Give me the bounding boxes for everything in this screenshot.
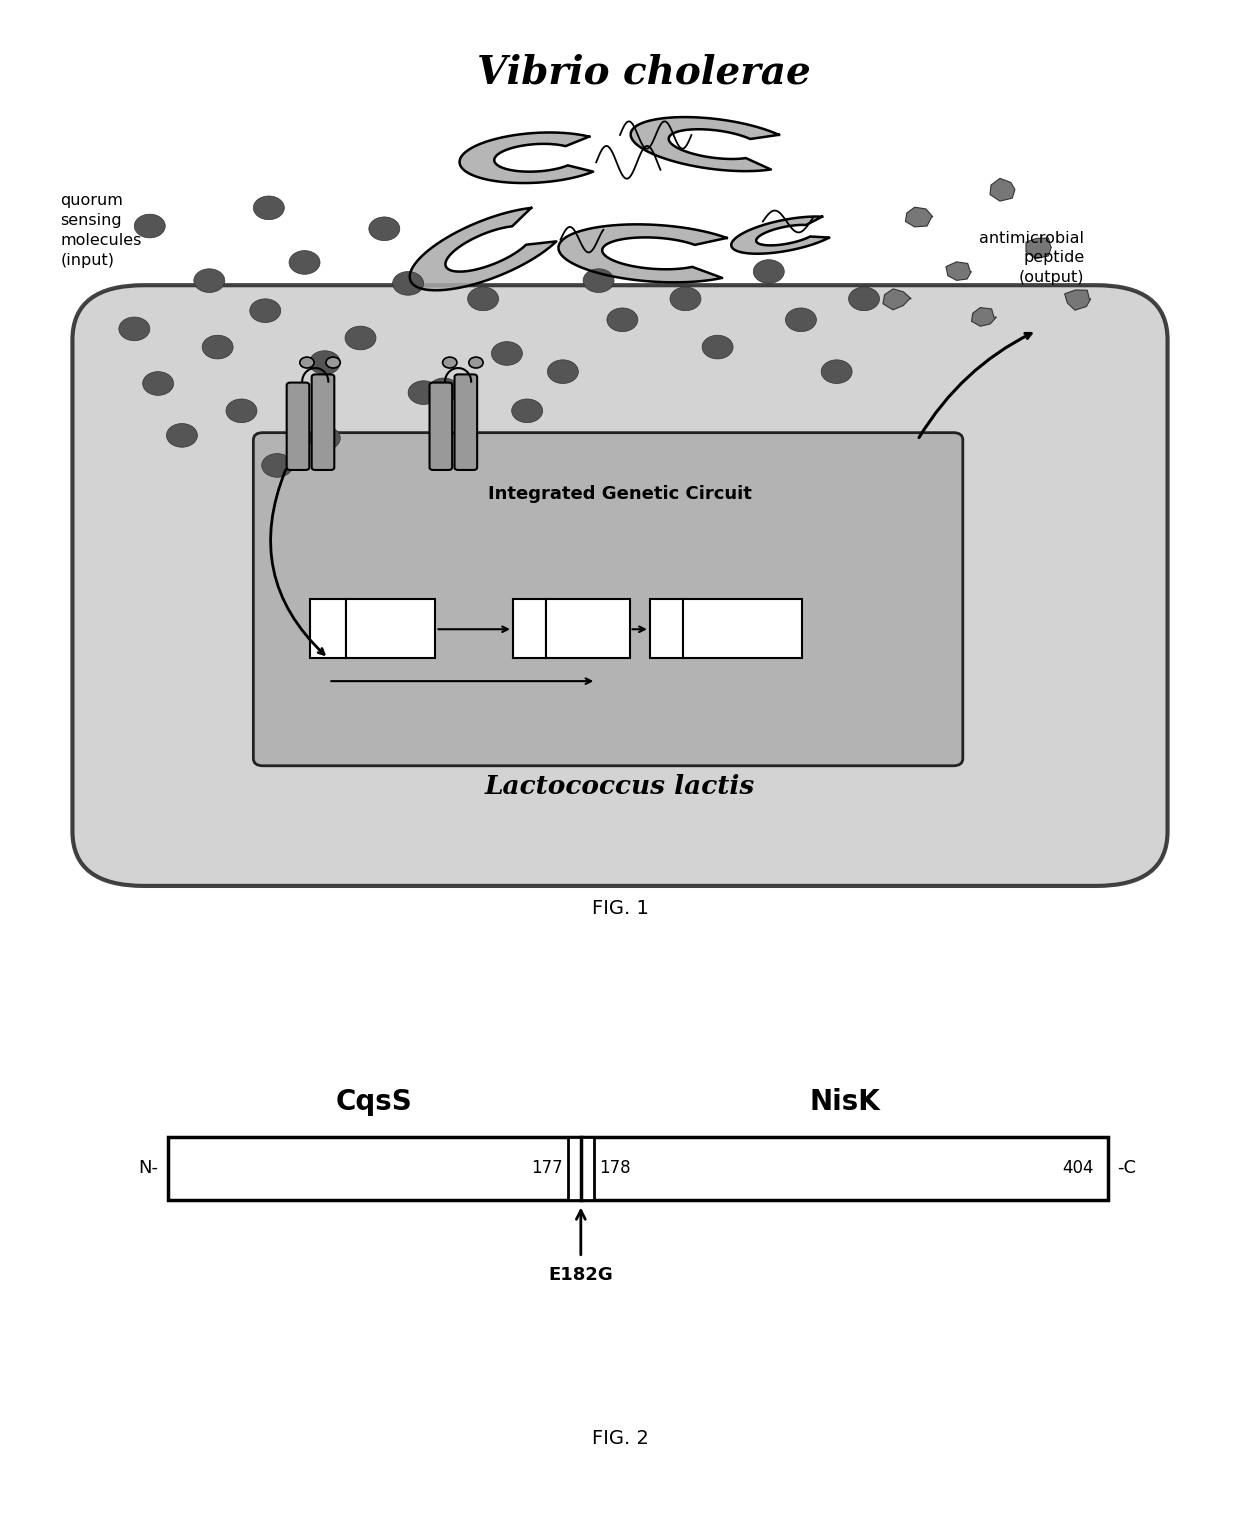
- Text: antimicrobial
peptide
(output): antimicrobial peptide (output): [980, 231, 1084, 285]
- FancyBboxPatch shape: [286, 382, 309, 470]
- Polygon shape: [558, 225, 727, 282]
- Circle shape: [309, 426, 340, 451]
- Text: Lactococcus lactis: Lactococcus lactis: [485, 775, 755, 799]
- Circle shape: [249, 299, 280, 323]
- Text: 177: 177: [532, 1159, 563, 1177]
- Bar: [167, 1136, 1109, 1200]
- Polygon shape: [732, 217, 830, 253]
- Circle shape: [512, 399, 543, 423]
- Circle shape: [134, 214, 165, 238]
- Circle shape: [143, 372, 174, 396]
- Text: Integrated Genetic Circuit: Integrated Genetic Circuit: [489, 485, 751, 504]
- Text: -C: -C: [1117, 1159, 1137, 1177]
- Polygon shape: [971, 308, 997, 326]
- Polygon shape: [631, 117, 779, 171]
- FancyBboxPatch shape: [455, 375, 477, 470]
- Circle shape: [226, 399, 257, 423]
- Circle shape: [202, 335, 233, 360]
- FancyBboxPatch shape: [311, 375, 335, 470]
- Polygon shape: [883, 288, 911, 309]
- Polygon shape: [946, 262, 971, 281]
- Circle shape: [368, 217, 399, 241]
- Circle shape: [119, 317, 150, 341]
- Bar: [346, 599, 435, 658]
- Text: FIG. 1: FIG. 1: [591, 898, 649, 918]
- Text: quorum
sensing
molecules
(input): quorum sensing molecules (input): [61, 193, 141, 269]
- FancyBboxPatch shape: [429, 382, 453, 470]
- Text: 178: 178: [599, 1159, 630, 1177]
- Circle shape: [670, 287, 701, 311]
- Circle shape: [289, 250, 320, 275]
- Circle shape: [393, 272, 424, 296]
- Circle shape: [583, 269, 614, 293]
- Circle shape: [702, 335, 733, 360]
- Circle shape: [848, 287, 879, 311]
- Polygon shape: [409, 208, 557, 290]
- Circle shape: [309, 350, 340, 375]
- Polygon shape: [1025, 238, 1052, 258]
- Text: FIG. 2: FIG. 2: [591, 1429, 649, 1447]
- Circle shape: [428, 378, 459, 402]
- Circle shape: [821, 360, 852, 384]
- Circle shape: [547, 360, 578, 384]
- Bar: [546, 599, 630, 658]
- Circle shape: [300, 356, 314, 369]
- Polygon shape: [905, 208, 932, 228]
- Polygon shape: [460, 132, 593, 184]
- Text: CqsS: CqsS: [336, 1088, 413, 1117]
- Text: E182G: E182G: [548, 1267, 614, 1285]
- Circle shape: [253, 196, 284, 220]
- Circle shape: [345, 326, 376, 350]
- Circle shape: [262, 454, 293, 478]
- Bar: [513, 599, 546, 658]
- Bar: [683, 599, 802, 658]
- Bar: [568, 1136, 594, 1200]
- Text: N-: N-: [138, 1159, 159, 1177]
- Circle shape: [606, 308, 637, 332]
- Circle shape: [166, 423, 197, 448]
- Circle shape: [491, 341, 522, 366]
- Circle shape: [469, 356, 484, 369]
- Bar: [650, 599, 683, 658]
- Circle shape: [193, 269, 224, 293]
- Circle shape: [467, 287, 498, 311]
- FancyBboxPatch shape: [72, 285, 1168, 886]
- Text: Vibrio cholerae: Vibrio cholerae: [477, 53, 811, 91]
- Circle shape: [326, 356, 340, 369]
- FancyBboxPatch shape: [253, 432, 962, 766]
- Text: NisK: NisK: [808, 1088, 880, 1117]
- Bar: [310, 599, 346, 658]
- Circle shape: [408, 381, 439, 405]
- Circle shape: [754, 259, 784, 284]
- Polygon shape: [1065, 290, 1091, 309]
- Circle shape: [785, 308, 816, 332]
- Text: 404: 404: [1063, 1159, 1094, 1177]
- Polygon shape: [990, 179, 1016, 202]
- Circle shape: [443, 356, 456, 369]
